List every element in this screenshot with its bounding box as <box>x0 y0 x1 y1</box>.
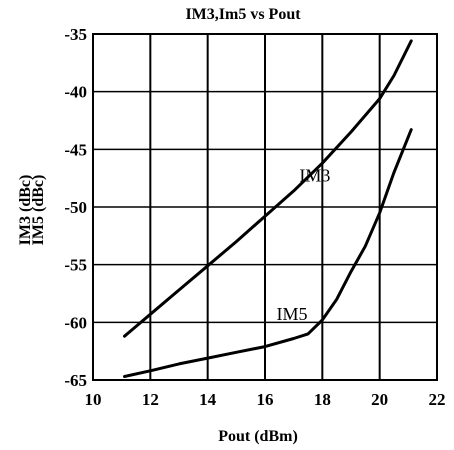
y-tick-label: -65 <box>64 371 87 390</box>
series-line-im5 <box>123 128 413 378</box>
annotations: IM3 IM5 <box>276 166 330 324</box>
series-layer <box>123 39 413 378</box>
y-tick-label: -45 <box>64 140 87 159</box>
curve-label-im5: IM5 <box>276 304 307 324</box>
y-tick-label: -40 <box>64 83 87 102</box>
tick-labels: 10 12 14 16 18 20 22 -35 -40 -45 -50 -55 -60 -65 <box>64 25 445 409</box>
x-tick-label: 12 <box>142 390 159 409</box>
x-tick-label: 14 <box>199 390 217 409</box>
curve-label-im3: IM3 <box>299 166 330 186</box>
x-tick-label: 20 <box>371 390 388 409</box>
x-tick-label: 10 <box>85 390 102 409</box>
y-tick-label: -55 <box>64 256 87 275</box>
y-tick-label: -35 <box>64 25 87 44</box>
chart-title: IM3,Im5 vs Pout <box>185 6 301 23</box>
x-axis-label: Pout (dBm) <box>218 428 298 445</box>
y-axis-label-line-2: IM5 (dBc) <box>30 175 47 246</box>
series-line-im3 <box>123 39 413 338</box>
x-tick-label: 18 <box>314 390 331 409</box>
y-tick-label: -50 <box>64 198 87 217</box>
y-axis-label-line-1: IM3 (dBc) <box>17 175 34 246</box>
x-tick-label: 22 <box>429 390 446 409</box>
grid <box>93 34 437 380</box>
x-tick-label: 16 <box>257 390 274 409</box>
y-axis-label: IM3 (dBc) IM5 (dBc) <box>17 175 47 246</box>
y-tick-label: -60 <box>64 313 87 332</box>
